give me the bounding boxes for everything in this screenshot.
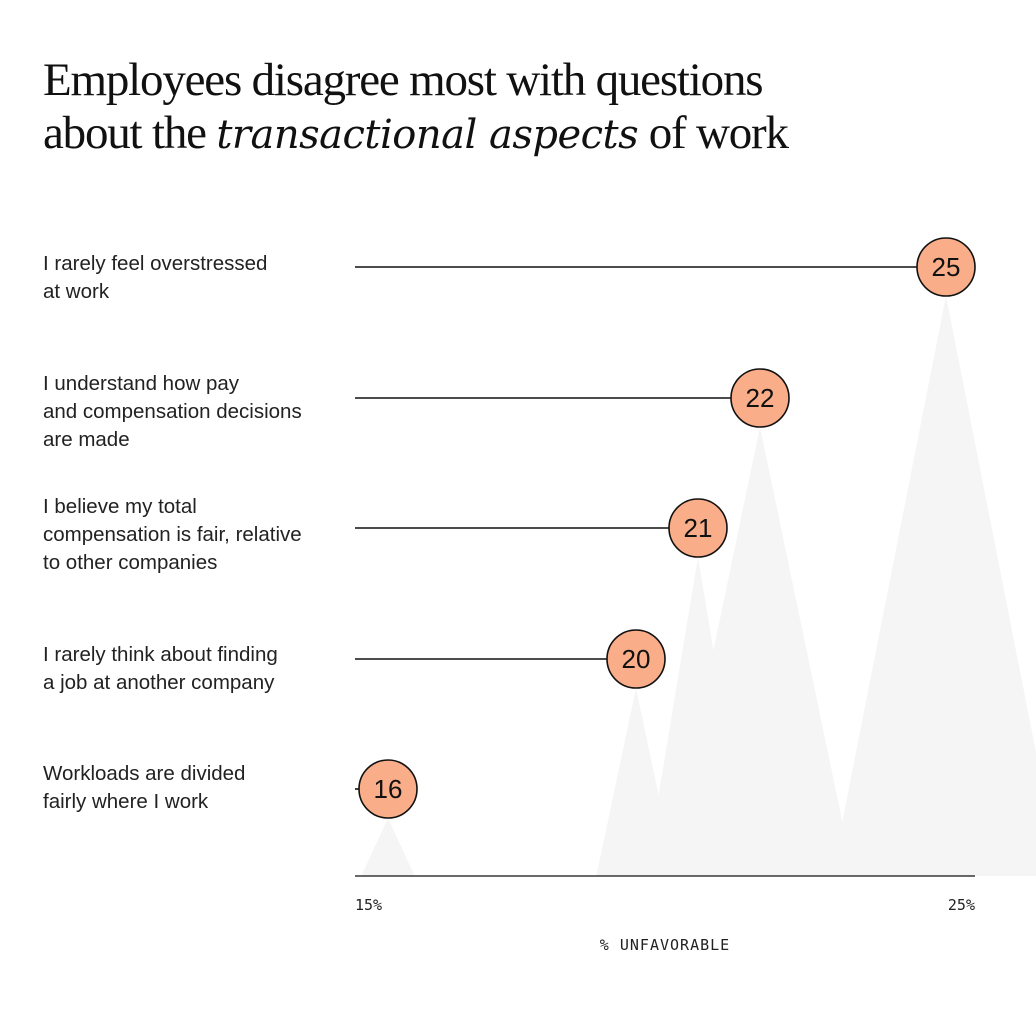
lollipop-marker: [358, 759, 418, 819]
value-label: 21: [684, 513, 713, 543]
marker-shadow: [645, 557, 751, 876]
lollipop-marker: [730, 368, 790, 428]
title-line-1: Employees disagree most with questions: [43, 54, 764, 106]
title-emphasis: transactional aspects: [216, 112, 639, 158]
lollipop-marker: [916, 237, 976, 297]
lollipop-marker: [668, 498, 728, 558]
value-label: 16: [374, 774, 403, 804]
marker-shadow: [361, 818, 415, 876]
lollipop-marker: [606, 629, 666, 689]
x-tick-label: 25%: [948, 896, 975, 914]
x-axis-title: % UNFAVORABLE: [599, 936, 731, 954]
x-tick-label: 15%: [355, 896, 382, 914]
marker-shadow: [596, 688, 676, 876]
value-label: 25: [932, 252, 961, 282]
category-label: I believe my total compensation is fair,…: [43, 495, 302, 574]
category-label: I rarely feel overstressed at work: [43, 252, 268, 303]
category-label: I understand how pay and compensation de…: [43, 372, 302, 451]
title-line-2-start: about the: [43, 107, 217, 159]
chart-title: Employees disagree most with questions ab…: [43, 54, 943, 162]
category-label: Workloads are divided fairly where I wor…: [43, 762, 246, 813]
value-label: 22: [746, 383, 775, 413]
value-label: 20: [622, 644, 651, 674]
title-line-2-end: of work: [638, 107, 789, 159]
category-label: I rarely think about finding a job at an…: [43, 643, 278, 694]
marker-shadow: [831, 296, 1036, 876]
